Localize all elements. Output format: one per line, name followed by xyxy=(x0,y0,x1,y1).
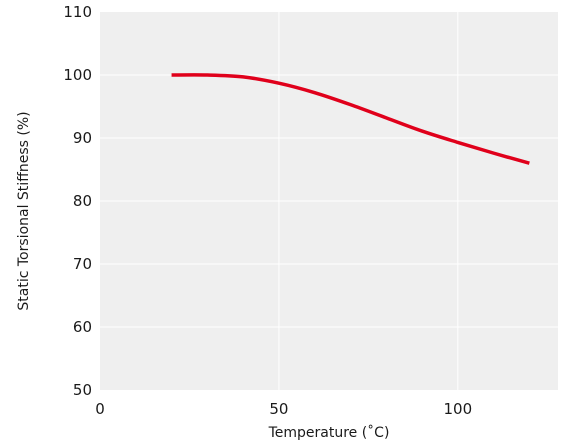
x-tick-label: 0 xyxy=(95,400,105,418)
y-tick-label: 50 xyxy=(73,381,92,399)
y-axis-title: Static Torsional Stiffness (%) xyxy=(16,111,32,310)
series-layer xyxy=(171,73,530,165)
y-tick-label: 60 xyxy=(73,318,92,336)
x-axis-title: Temperature (˚C) xyxy=(268,424,390,441)
y-tick-label: 70 xyxy=(73,255,92,273)
grid-lines xyxy=(100,12,558,390)
y-tick-label: 100 xyxy=(63,66,92,84)
y-tick-label: 110 xyxy=(63,3,92,21)
y-tick-label: 90 xyxy=(73,129,92,147)
x-tick-label: 50 xyxy=(269,400,288,418)
y-tick-label: 80 xyxy=(73,192,92,210)
x-tick-label: 100 xyxy=(443,400,472,418)
stiffness-line xyxy=(171,73,530,165)
